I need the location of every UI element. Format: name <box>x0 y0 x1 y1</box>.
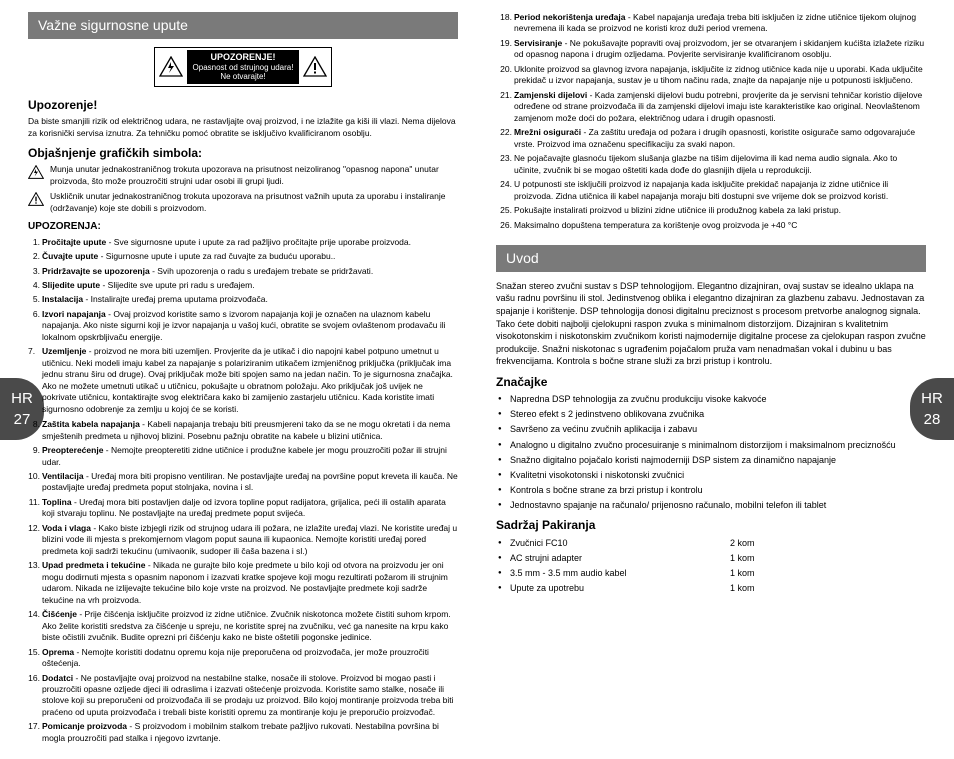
upozorenje-text: Da biste smanjili rizik od električnog u… <box>28 116 458 139</box>
package-item-qty: 1 kom <box>730 567 755 579</box>
package-item-name: Upute za upotrebu <box>510 582 730 594</box>
package-item-qty: 2 kom <box>730 537 755 549</box>
package-item-name: Zvučnici FC10 <box>510 537 730 549</box>
warning-box: UPOZORENJE! Opasnost od strujnog udara! … <box>154 47 333 87</box>
list-item: Toplina - Uređaj mora biti postavljen da… <box>42 497 458 520</box>
list-item: Pridržavajte se upozorenja - Svih upozor… <box>42 266 458 277</box>
list-item: Napredna DSP tehnologija za zvučnu produ… <box>510 393 926 405</box>
package-row: AC strujni adapter1 kom <box>510 552 926 564</box>
package-row: 3.5 mm - 3.5 mm audio kabel1 kom <box>510 567 926 579</box>
lightning-triangle-icon <box>159 56 183 77</box>
warning-title: UPOZORENJE! <box>193 52 294 63</box>
warnings-list-cont: 18.Period nekorištenja uređaja - Kabel n… <box>496 12 926 231</box>
list-item: Čuvajte upute - Sigurnosne upute i upute… <box>42 251 458 262</box>
item-7-text: Uzemljenje - proizvod ne mora biti uzeml… <box>42 346 453 413</box>
sadrzaj-heading: Sadržaj Pakiranja <box>496 517 926 533</box>
list-item: Savršeno za većinu zvučnih aplikacija i … <box>510 423 926 435</box>
features-list: Napredna DSP tehnologija za zvučnu produ… <box>496 393 926 511</box>
list-item: Izvori napajanja - Ovaj proizvod koristi… <box>42 309 458 343</box>
list-item: 20.Uklonite proizvod sa glavnog izvora n… <box>514 64 926 87</box>
section-header-safety: Važne sigurnosne upute <box>28 12 458 39</box>
warnings-list-2: Zaštita kabela napajanja - Kabeli napaja… <box>28 419 458 744</box>
list-item: 19.Servisiranje - Ne pokušavajte popravi… <box>514 38 926 61</box>
right-column: 18.Period nekorištenja uređaja - Kabel n… <box>496 12 926 747</box>
package-contents: Zvučnici FC102 komAC strujni adapter1 ko… <box>496 537 926 595</box>
symbol-lightning-text: Munja unutar jednakostraničnog trokuta u… <box>50 164 458 187</box>
list-item: Pročitajte upute - Sve sigurnosne upute … <box>42 237 458 248</box>
warnings-list-1: Pročitajte upute - Sve sigurnosne upute … <box>28 237 458 344</box>
list-item: Snažno digitalno pojačalo koristi najmod… <box>510 454 926 466</box>
znacajke-heading: Značajke <box>496 374 926 390</box>
warning-line2: Ne otvarajte! <box>193 72 294 82</box>
list-item: Dodatci - Ne postavljajte ovaj proizvod … <box>42 673 458 719</box>
exclamation-triangle-icon <box>28 192 44 206</box>
list-item: Jednostavno spajanje na računalo/ prijen… <box>510 499 926 511</box>
package-item-name: 3.5 mm - 3.5 mm audio kabel <box>510 567 730 579</box>
list-item: 25.Pokušajte instalirati proizvod u bliz… <box>514 205 926 216</box>
package-item-qty: 1 kom <box>730 552 755 564</box>
simboli-heading: Objašnjenje grafičkih simbola: <box>28 145 458 161</box>
section-header-uvod: Uvod <box>496 245 926 272</box>
package-item-name: AC strujni adapter <box>510 552 730 564</box>
list-item: 26.Maksimalno dopuštena temperatura za k… <box>514 220 926 231</box>
list-item: 23.Ne pojačavajte glasnoću tijekom sluša… <box>514 153 926 176</box>
list-item: Preopterećenje - Nemojte preopteretiti z… <box>42 445 458 468</box>
list-item: Instalacija - Instalirajte uređaj prema … <box>42 294 458 305</box>
badge-page: 28 <box>924 409 941 430</box>
list-item: 18.Period nekorištenja uređaja - Kabel n… <box>514 12 926 35</box>
symbol-lightning-row: Munja unutar jednakostraničnog trokuta u… <box>28 164 458 187</box>
symbol-exclamation-row: Uskličnik unutar jednakostraničnog troku… <box>28 191 458 214</box>
list-item: Analogno u digitalno zvučno procesuiranj… <box>510 439 926 451</box>
lightning-triangle-icon <box>28 165 44 179</box>
list-item: Ventilacija - Uređaj mora biti propisno … <box>42 471 458 494</box>
list-item: 22.Mrežni osigurači - Za zaštitu uređaja… <box>514 127 926 150</box>
list-item: 21.Zamjenski dijelovi - Kada zamjenski d… <box>514 90 926 124</box>
exclamation-triangle-icon <box>303 56 327 77</box>
list-item: Zaštita kabela napajanja - Kabeli napaja… <box>42 419 458 442</box>
package-row: Zvučnici FC102 kom <box>510 537 926 549</box>
list-item: Stereo efekt s 2 jedinstveno oblikovana … <box>510 408 926 420</box>
list-item: Upad predmeta i tekućine - Nikada ne gur… <box>42 560 458 606</box>
list-item: Slijedite upute - Slijedite sve upute pr… <box>42 280 458 291</box>
package-item-qty: 1 kom <box>730 582 755 594</box>
symbol-exclamation-text: Uskličnik unutar jednakostraničnog troku… <box>50 191 458 214</box>
list-item: 24.U potpunosti ste isključili proizvod … <box>514 179 926 202</box>
list-item: Oprema - Nemojte koristiti dodatnu oprem… <box>42 647 458 670</box>
package-row: Upute za upotrebu1 kom <box>510 582 926 594</box>
list-item: Čišćenje - Prije čišćenja isključite pro… <box>42 609 458 643</box>
item-7-grounding: 7. Uzemljenje - proizvod ne mora biti uz… <box>28 346 458 415</box>
uvod-text: Snažan stereo zvučni sustav s DSP tehnol… <box>496 280 926 368</box>
list-item: Kontrola s bočne strane za brzi pristup … <box>510 484 926 496</box>
warning-line1: Opasnost od strujnog udara! <box>193 63 294 73</box>
upozorenje-heading: Upozorenje! <box>28 97 458 113</box>
list-item: Kvalitetni visokotonski i niskotonski zv… <box>510 469 926 481</box>
list-item: Pomicanje proizvoda - S proizvodom i mob… <box>42 721 458 744</box>
list-item: Voda i vlaga - Kako biste izbjegli rizik… <box>42 523 458 557</box>
upozorenja-label: UPOZORENJA: <box>28 220 458 234</box>
left-column: Važne sigurnosne upute UPOZORENJE! Opasn… <box>28 12 458 747</box>
